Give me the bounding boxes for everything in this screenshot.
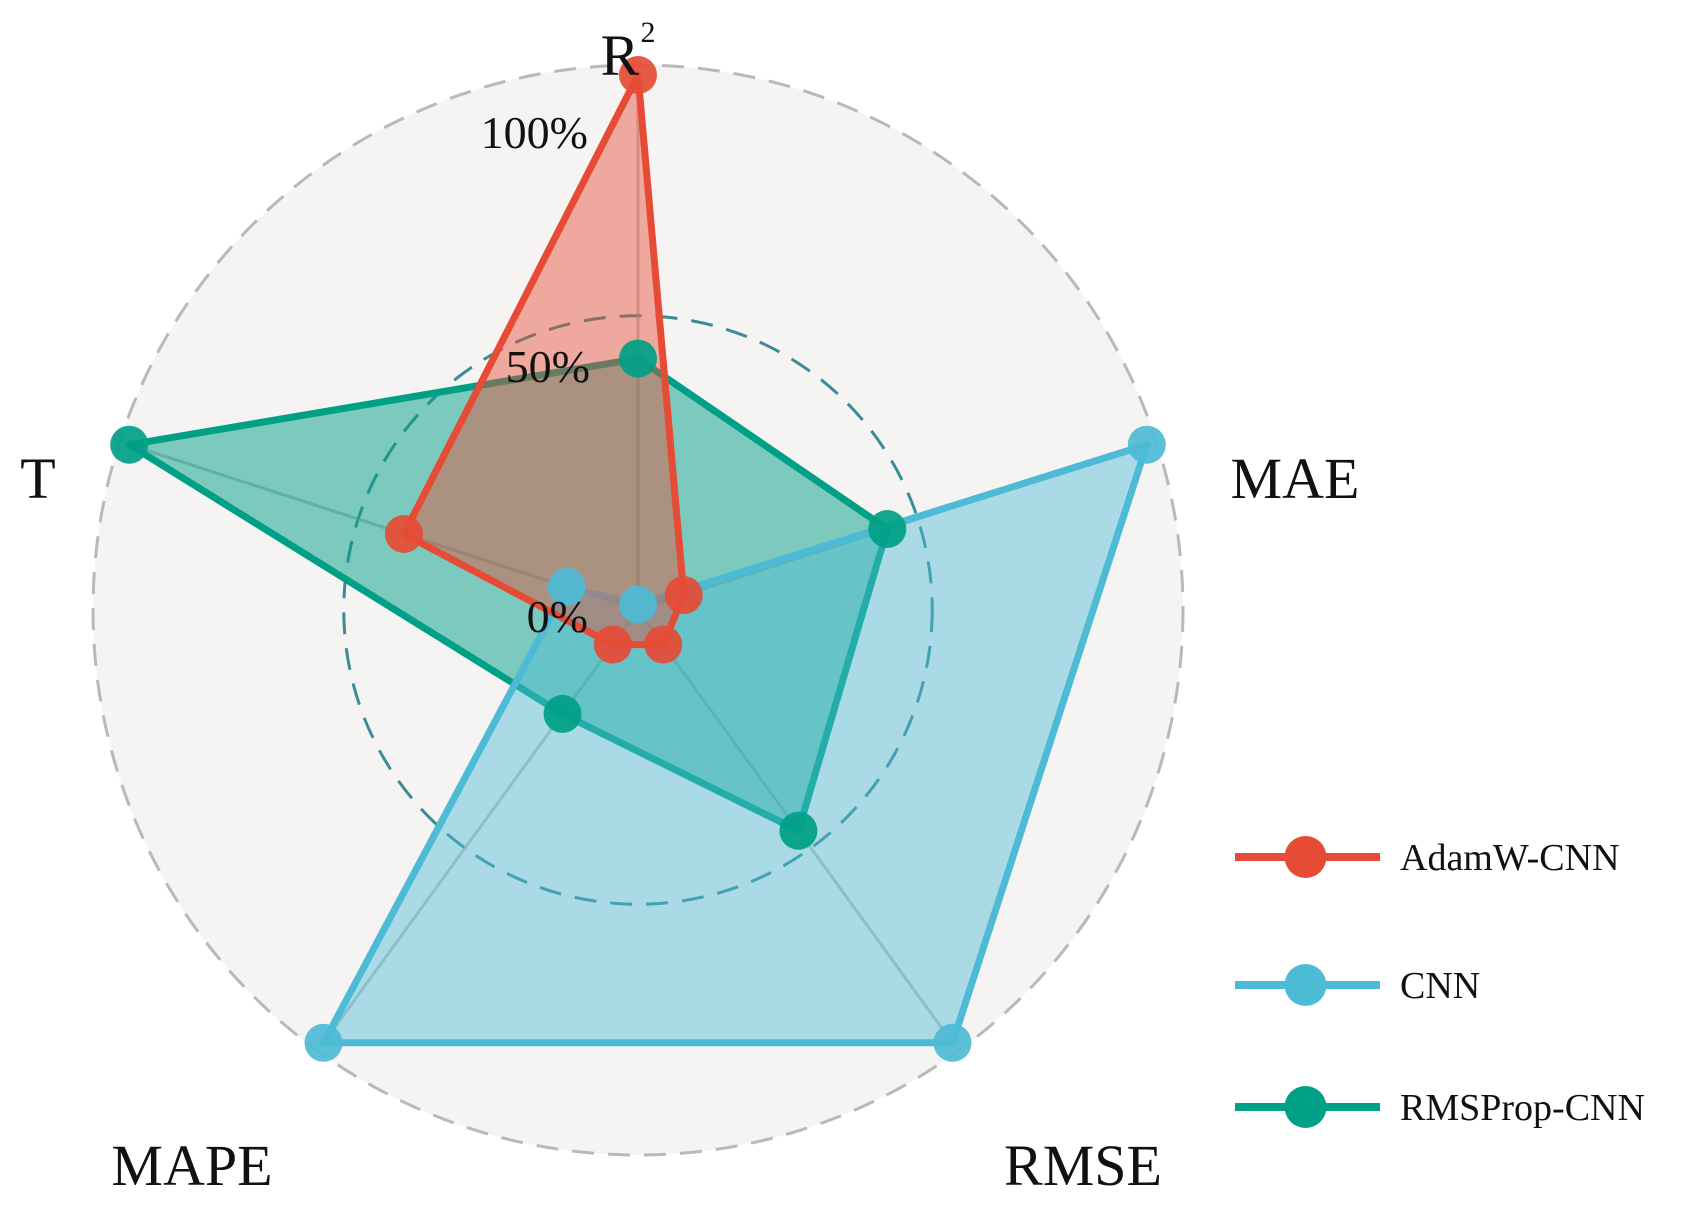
marker-rmsprop-cnn-mae	[868, 510, 907, 548]
legend-label-rmsprop-cnn: RMSProp-CNN	[1400, 1087, 1645, 1129]
radial-tick-label: 50%	[506, 341, 590, 392]
marker-adamw-cnn-r2	[619, 56, 657, 94]
marker-cnn-mape	[304, 1023, 343, 1062]
tick-labels: 0% 50% 100%	[481, 107, 590, 642]
legend-marker-rmsprop-cnn	[1284, 1086, 1327, 1128]
marker-cnn-mae	[1127, 425, 1166, 464]
axis-label-mape: MAPE	[111, 1133, 272, 1198]
marker-rmsprop-cnn-r2	[619, 339, 657, 378]
axis-label-t: T	[20, 446, 55, 511]
marker-cnn-r2	[619, 585, 657, 624]
legend: AdamW-CNN CNN RMSProp-CNN	[1235, 836, 1645, 1129]
legend-label-cnn: CNN	[1400, 965, 1480, 1007]
series-area-adamw-cnn	[400, 71, 688, 649]
marker-rmsprop-cnn-mape	[543, 694, 582, 733]
marker-cnn-rmse	[933, 1023, 972, 1062]
legend-marker-adamw-cnn	[1284, 836, 1327, 878]
axis-label-r2-superscript: 2	[641, 16, 656, 49]
axis-label-mae: MAE	[1231, 446, 1360, 511]
marker-adamw-cnn-t	[384, 515, 423, 553]
marker-rmsprop-cnn-t	[110, 425, 149, 464]
legend-label-adamw-cnn: AdamW-CNN	[1400, 837, 1620, 879]
radial-tick-label: 100%	[481, 107, 588, 158]
radial-tick-label: 0%	[527, 591, 588, 642]
marker-cnn-t	[547, 567, 586, 606]
series-area-rmsprop-cnn	[125, 355, 891, 835]
markers-layer	[110, 56, 1166, 1062]
marker-adamw-cnn-rmse	[644, 625, 683, 664]
marker-adamw-cnn-mape	[593, 625, 632, 664]
axis-label-rmse: RMSE	[1004, 1133, 1162, 1198]
axis-label-r2: R	[601, 23, 640, 88]
legend-marker-cnn	[1284, 964, 1327, 1006]
series-layer	[125, 71, 1151, 1047]
marker-rmsprop-cnn-rmse	[779, 811, 818, 850]
axis-labels: R 2 MAE RMSE MAPE T	[20, 16, 1359, 1198]
marker-adamw-cnn-mae	[664, 576, 703, 615]
